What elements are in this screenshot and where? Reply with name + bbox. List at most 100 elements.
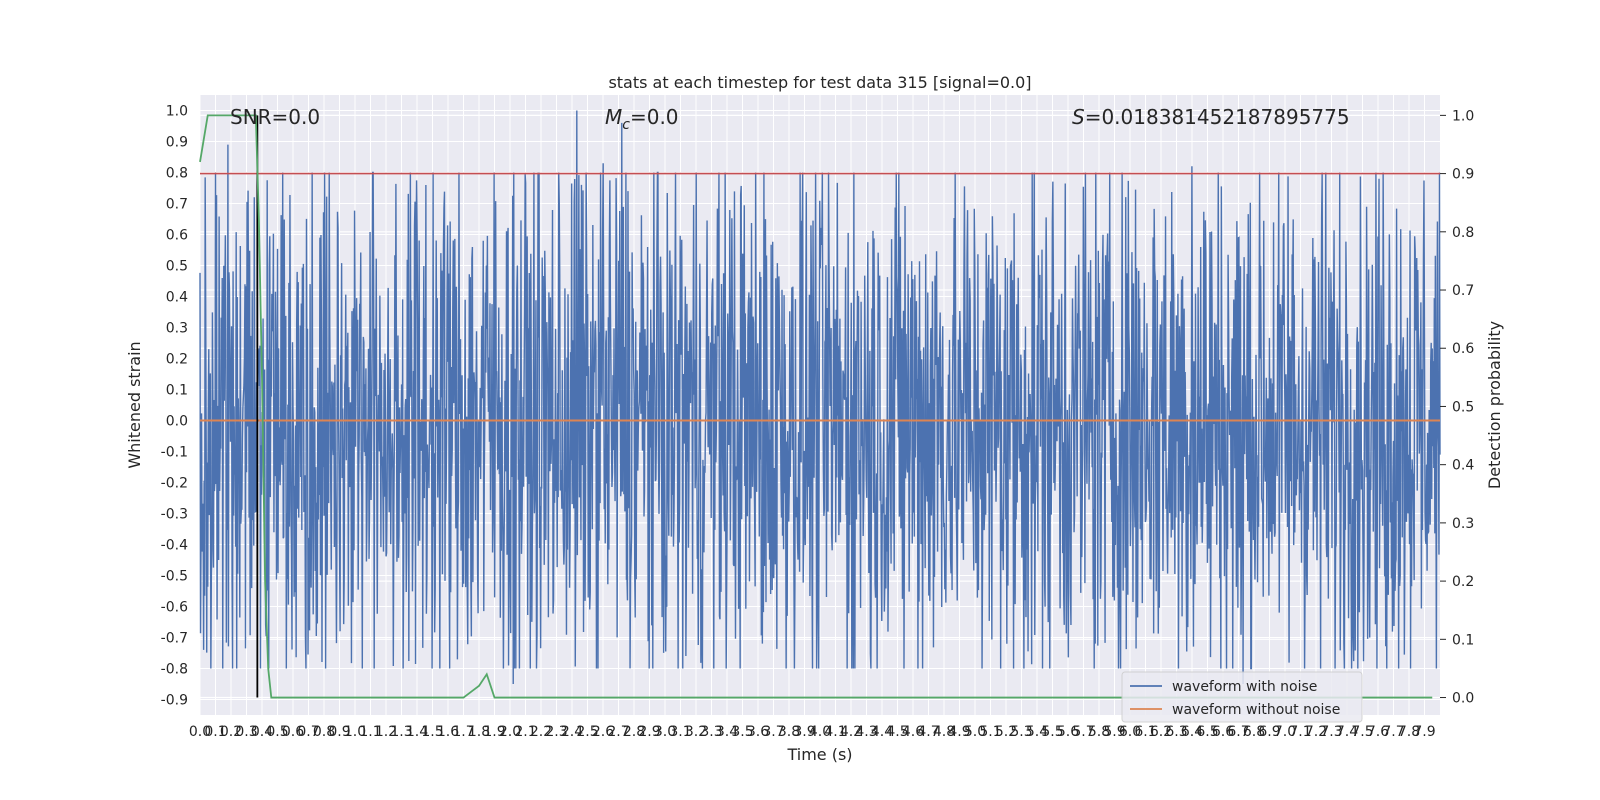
x-tick-label: 6.5 — [1196, 724, 1218, 740]
mc-value: =0.0 — [630, 105, 679, 129]
y-tick-label: 0.2 — [166, 352, 188, 368]
y-tick-label: -0.8 — [161, 662, 188, 678]
x-tick-label: 7.9 — [1413, 724, 1435, 740]
series-detection-probability — [199, 114, 1433, 699]
legend: waveform with noise waveform without noi… — [1121, 671, 1363, 723]
legend-label-clean: waveform without noise — [1172, 702, 1340, 718]
y2-tick-label: 0.2 — [1452, 574, 1474, 590]
x-tick-label: 6.9 — [1258, 724, 1280, 740]
x-tick-label: 3.5 — [731, 724, 753, 740]
y2-tick-label: 0.0 — [1452, 691, 1474, 707]
x-tick-label: 2.7 — [607, 724, 629, 740]
x-tick-label: 7.0 — [1274, 724, 1296, 740]
s-annotation: S=0.018381452187895775 — [1072, 105, 1350, 129]
y2-axis-label: Detection probability — [1485, 321, 1504, 489]
x-tick-label: 3.1 — [669, 724, 691, 740]
x-tick-label: 5.3 — [1010, 724, 1032, 740]
s-symbol: S — [1072, 105, 1085, 129]
x-tick-label: 6.3 — [1165, 724, 1187, 740]
x-tick-label: 6.4 — [1181, 724, 1203, 740]
x-axis-label: Time (s) — [786, 745, 852, 764]
x-tick-label: 6.6 — [1212, 724, 1234, 740]
s-value: =0.018381452187895775 — [1085, 105, 1350, 129]
x-tick-label: 0.0 — [189, 724, 211, 740]
y2-tick-label: 0.9 — [1452, 167, 1474, 183]
x-tick-label: 1.8 — [468, 724, 490, 740]
x-tick-label: 0.2 — [220, 724, 242, 740]
x-tick-label: 1.3 — [390, 724, 412, 740]
y-tick-label: -0.4 — [161, 538, 188, 554]
x-tick-label: 7.3 — [1320, 724, 1342, 740]
x-tick-label: 2.8 — [623, 724, 645, 740]
x-tick-label: 2.0 — [499, 724, 521, 740]
x-tick-label: 2.1 — [514, 724, 536, 740]
x-tick-label: 1.7 — [452, 724, 474, 740]
legend-box — [1121, 671, 1363, 723]
y-tick-label: -0.5 — [161, 569, 188, 585]
x-tick-label: 3.6 — [747, 724, 769, 740]
x-tick-label: 1.4 — [406, 724, 428, 740]
x-tick-label: 5.5 — [1041, 724, 1063, 740]
y-tick-label: 0.3 — [166, 321, 188, 337]
y2-tick-label: 0.6 — [1452, 341, 1474, 357]
x-tick-label: 2.2 — [530, 724, 552, 740]
x-tick-label: 5.1 — [979, 724, 1001, 740]
y2-tick-label: 0.5 — [1452, 399, 1474, 415]
y-tick-label: -0.6 — [161, 600, 188, 616]
x-tick-label: 3.7 — [762, 724, 784, 740]
y-tick-label: -0.9 — [161, 693, 188, 709]
x-tick-label: 6.8 — [1243, 724, 1265, 740]
y-tick-label: -0.7 — [161, 631, 188, 647]
x-tick-label: 6.1 — [1134, 724, 1156, 740]
x-tick-label: 0.1 — [204, 724, 226, 740]
y-tick-label: -0.2 — [161, 476, 188, 492]
x-tick-label: 4.1 — [824, 724, 846, 740]
x-tick-label: 6.2 — [1150, 724, 1172, 740]
x-tick-label: 7.6 — [1367, 724, 1389, 740]
x-tick-label: 7.5 — [1351, 724, 1373, 740]
y2-tick-label: 0.4 — [1452, 458, 1474, 474]
x-tick-label: 2.9 — [638, 724, 660, 740]
overlays — [199, 114, 1440, 699]
x-tick-label: 0.8 — [313, 724, 335, 740]
x-tick-label: 3.4 — [716, 724, 738, 740]
x-tick-label: 5.6 — [1057, 724, 1079, 740]
y2-tick-label: 0.3 — [1452, 516, 1474, 532]
mc-subscript: c — [622, 117, 630, 133]
x-tick-label: 3.8 — [778, 724, 800, 740]
x-tick-label: 7.8 — [1398, 724, 1420, 740]
x-tick-label: 1.1 — [359, 724, 381, 740]
x-tick-label: 7.4 — [1336, 724, 1358, 740]
x-tick-label: 6.7 — [1227, 724, 1249, 740]
x-tick-label: 4.5 — [886, 724, 908, 740]
y-tick-label: -0.1 — [161, 445, 188, 461]
x-tick-label: 7.1 — [1289, 724, 1311, 740]
y2-tick-label: 0.1 — [1452, 632, 1474, 648]
snr-annotation: SNR=0.0 — [230, 105, 320, 129]
x-tick-label: 0.5 — [266, 724, 288, 740]
y2-ticks: 0.0 0.1 0.2 0.3 0.4 0.5 0.6 0.7 0.8 0.9 1.0 — [1440, 108, 1474, 707]
y-tick-label: 0.6 — [166, 228, 188, 244]
x-tick-label: 7.2 — [1305, 724, 1327, 740]
x-tick-label: 1.2 — [375, 724, 397, 740]
x-tick-label: 2.3 — [545, 724, 567, 740]
x-tick-label: 5.8 — [1088, 724, 1110, 740]
x-tick-label: 5.7 — [1072, 724, 1094, 740]
x-tick-label: 1.9 — [483, 724, 505, 740]
y-tick-label: 0.5 — [166, 259, 188, 275]
y-tick-label: 0.4 — [166, 290, 188, 306]
x-tick-label: 2.6 — [592, 724, 614, 740]
x-tick-label: 6.0 — [1119, 724, 1141, 740]
x-tick-label: 0.6 — [282, 724, 304, 740]
x-tick-label: 4.9 — [948, 724, 970, 740]
legend-label-noise: waveform with noise — [1172, 679, 1317, 695]
y2-tick-label: 0.8 — [1452, 225, 1474, 241]
x-tick-label: 2.4 — [561, 724, 583, 740]
x-tick-label: 0.9 — [328, 724, 350, 740]
y-ticks: -0.9 -0.8 -0.7 -0.6 -0.5 -0.4 -0.3 -0.2 -0.1 0.0 0… — [161, 104, 188, 709]
x-tick-label: 1.0 — [344, 724, 366, 740]
x-tick-label: 4.0 — [809, 724, 831, 740]
y-tick-label: 0.0 — [166, 414, 188, 430]
x-tick-label: 0.7 — [297, 724, 319, 740]
